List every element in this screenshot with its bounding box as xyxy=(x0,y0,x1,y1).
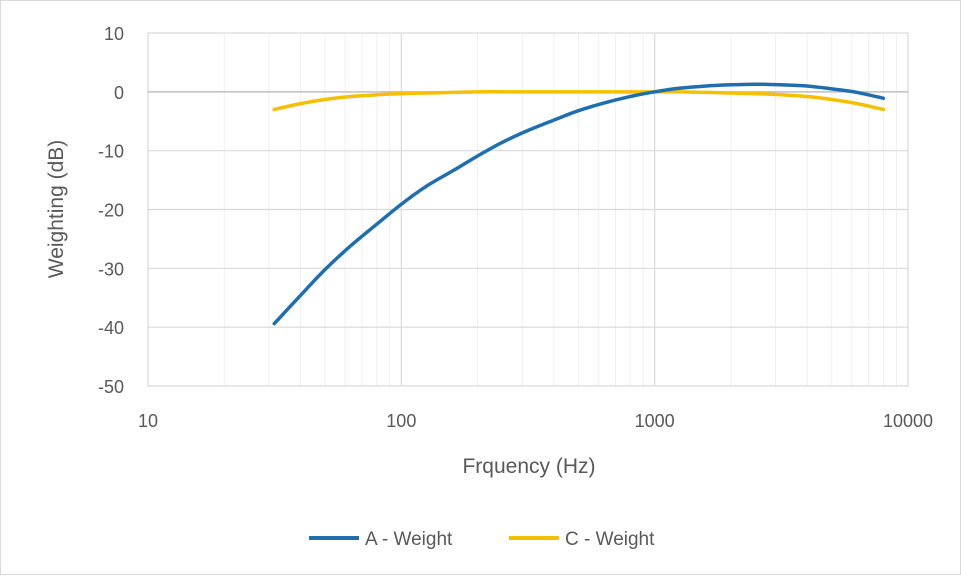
series-line-c-weight xyxy=(272,90,886,112)
x-tick-label: 1000 xyxy=(635,411,675,431)
y-tick-label: 0 xyxy=(114,83,124,103)
x-tick-label: 10 xyxy=(138,411,158,431)
y-tick-label: -40 xyxy=(98,318,124,338)
y-tick-label: -30 xyxy=(98,259,124,279)
x-tick-label: 100 xyxy=(386,411,416,431)
y-tick-label: -10 xyxy=(98,142,124,162)
y-tick-label: 10 xyxy=(104,24,124,44)
y-tick-label: -20 xyxy=(98,201,124,221)
x-axis-title: Frquency (Hz) xyxy=(462,455,595,478)
legend-label-c-weight: C - Weight xyxy=(565,529,655,550)
x-tick-label: 10000 xyxy=(883,411,933,431)
y-axis-title: Weighting (dB) xyxy=(45,140,68,279)
series-lines xyxy=(272,82,886,326)
legend-label-a-weight: A - Weight xyxy=(365,529,453,550)
y-tick-label: -50 xyxy=(98,377,124,397)
legend: A - Weight C - Weight xyxy=(309,529,655,550)
series-line-a-weight xyxy=(272,82,886,326)
